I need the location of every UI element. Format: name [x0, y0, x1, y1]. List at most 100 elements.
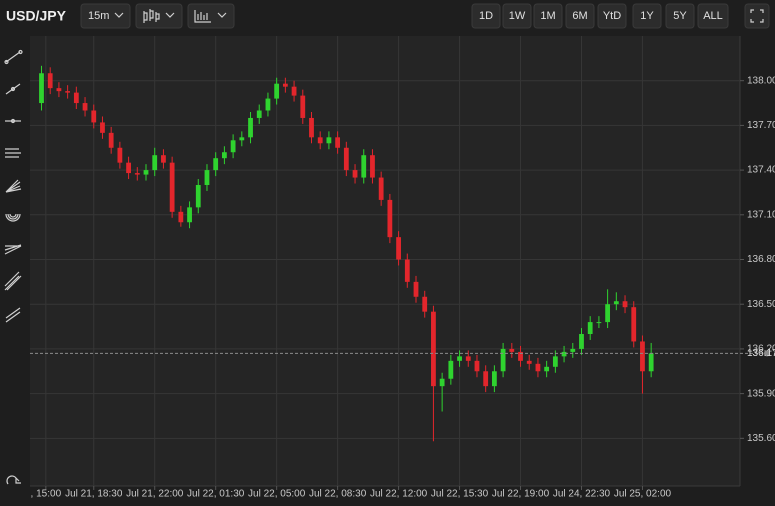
candle-body [465, 356, 471, 361]
candle-body [439, 378, 445, 387]
candle-body [204, 170, 210, 186]
range-button[interactable] [697, 3, 729, 29]
candle-body [491, 371, 497, 387]
candle-body [474, 360, 480, 372]
candle-body [239, 137, 245, 141]
candle-body [73, 92, 79, 104]
plot-area [30, 36, 740, 486]
x-tick-label: Jul 22, 08:30 [309, 489, 367, 500]
last-price-label: 136.17 [747, 348, 775, 359]
candle-body [108, 132, 114, 148]
candle-body [195, 185, 201, 208]
candle-body [335, 137, 341, 148]
range-label: 5Y [673, 10, 687, 22]
x-tick-label: Jul 22, 05:00 [248, 489, 306, 500]
candle-body [56, 88, 62, 92]
range-button[interactable] [502, 3, 532, 29]
candle-body [152, 155, 158, 171]
candle-body [483, 371, 489, 387]
candle-body [65, 91, 71, 93]
candle-body [535, 363, 541, 372]
drawing-tools[interactable] [4, 49, 23, 485]
last-price-dot [764, 350, 770, 357]
candle-body [300, 95, 306, 118]
candle-body [370, 155, 375, 178]
x-tick-label: Jul 21, 22:00 [126, 489, 184, 500]
x-tick-label: , 15:00 [31, 489, 62, 500]
range-label: ALL [703, 10, 723, 22]
candle-body [596, 322, 602, 324]
candle-body [648, 353, 654, 372]
y-tick-label: 136.50 [747, 299, 775, 310]
range-button[interactable] [565, 3, 595, 29]
candle-body [509, 348, 515, 352]
candle-body [291, 86, 297, 96]
side-toolbar [0, 36, 29, 501]
interval-button[interactable] [80, 3, 131, 29]
candle-body [361, 155, 367, 178]
candle-body [343, 147, 349, 171]
candle-body [387, 199, 393, 238]
candle-body [352, 170, 358, 178]
candle-body [248, 117, 253, 138]
candle-body [518, 351, 523, 361]
x-tick-label: Jul 24, 22:30 [553, 489, 611, 500]
indicator-icon [194, 10, 227, 23]
candle-body [622, 301, 628, 308]
candle-body [91, 110, 97, 123]
fullscreen-button[interactable] [744, 3, 770, 29]
candle-body [82, 103, 88, 111]
candle-body [256, 110, 262, 118]
x-tick-label: Jul 22, 19:00 [492, 489, 550, 500]
y-tick-label: 137.70 [747, 120, 775, 131]
candle-body [431, 311, 436, 387]
candle-body [631, 307, 637, 342]
symbol[interactable]: USD/JPY [6, 8, 67, 24]
candle-body [640, 341, 645, 372]
candle-body [222, 152, 227, 159]
range-label: YtD [603, 10, 621, 22]
x-tick-label: Jul 21, 18:30 [65, 489, 123, 500]
interval: 15m [88, 10, 109, 22]
candle-body [213, 158, 219, 171]
candle-body [282, 83, 288, 87]
dropdown-icon [114, 12, 124, 18]
y-tick-label: 137.10 [747, 209, 775, 220]
candle-body [500, 348, 506, 372]
y-tick-label: 136.20 [747, 344, 775, 355]
y-tick-label: 138.00 [747, 75, 775, 86]
candle-body [39, 73, 44, 104]
range-button[interactable] [665, 3, 695, 29]
range-button[interactable] [471, 3, 501, 29]
candle-body [134, 173, 140, 175]
candle-body [570, 348, 576, 352]
candle-body [561, 351, 567, 357]
candle-body [143, 170, 149, 175]
y-tick-label: 137.40 [747, 165, 775, 176]
candle-body [613, 301, 619, 305]
candle-body [178, 211, 184, 223]
candle-body [317, 137, 323, 144]
candle-body [552, 356, 558, 367]
range-button[interactable] [533, 3, 563, 29]
y-tick-label: 135.60 [747, 433, 775, 444]
candle-body [126, 162, 131, 174]
y-tick-label: 136.80 [747, 254, 775, 265]
candle-body [378, 177, 384, 200]
candle-body [448, 360, 454, 379]
candle-body [544, 366, 550, 372]
x-tick-label: Jul 25, 02:00 [614, 489, 672, 500]
candle-body [169, 162, 175, 212]
range-label: 1D [479, 10, 493, 22]
candle-body [309, 117, 314, 138]
x-tick-label: Jul 22, 01:30 [187, 489, 245, 500]
candle-body [396, 237, 401, 260]
range-button[interactable] [632, 3, 662, 29]
candle-body [422, 296, 428, 312]
range-button[interactable] [597, 3, 627, 29]
candle-body [230, 140, 236, 153]
candle-body [605, 304, 611, 323]
candle-body [326, 137, 332, 144]
